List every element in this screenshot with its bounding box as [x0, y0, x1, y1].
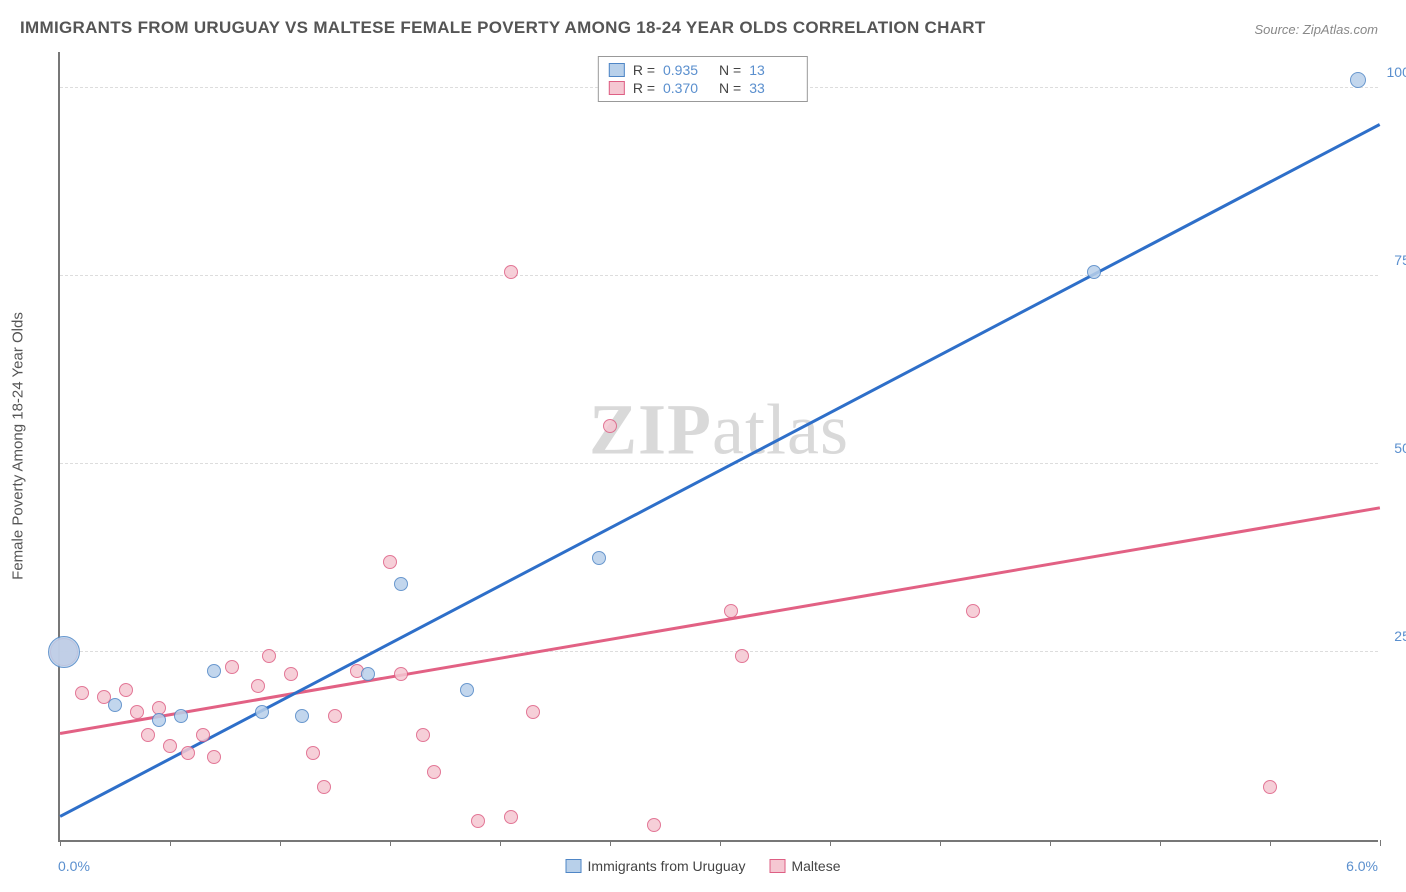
- data-point-maltese: [647, 818, 661, 832]
- plot-area: ZIPatlas 25.0%50.0%75.0%100.0%: [58, 52, 1378, 842]
- source-label: Source: ZipAtlas.com: [1254, 22, 1378, 37]
- y-axis-title: Female Poverty Among 18-24 Year Olds: [10, 312, 27, 580]
- data-point-maltese: [416, 728, 430, 742]
- x-tick: [830, 840, 831, 846]
- data-point-uruguay: [361, 667, 375, 681]
- y-tick-label: 75.0%: [1394, 252, 1406, 268]
- data-point-uruguay: [592, 551, 606, 565]
- data-point-maltese: [603, 419, 617, 433]
- x-axis-min-label: 0.0%: [58, 858, 90, 874]
- data-point-uruguay: [1087, 265, 1101, 279]
- data-point-maltese: [130, 705, 144, 719]
- trend-line: [60, 506, 1380, 734]
- data-point-uruguay: [207, 664, 221, 678]
- data-point-maltese: [119, 683, 133, 697]
- legend-swatch: [769, 859, 785, 873]
- x-tick: [940, 840, 941, 846]
- data-point-maltese: [735, 649, 749, 663]
- data-point-maltese: [526, 705, 540, 719]
- data-point-maltese: [394, 667, 408, 681]
- legend-label: Maltese: [791, 858, 840, 874]
- legend-r-label: R =: [633, 80, 655, 96]
- data-point-maltese: [196, 728, 210, 742]
- legend-swatch: [566, 859, 582, 873]
- watermark-thin: atlas: [712, 390, 849, 470]
- legend-r-value: 0.370: [663, 80, 711, 96]
- legend-swatch: [609, 81, 625, 95]
- x-tick: [280, 840, 281, 846]
- data-point-maltese: [504, 265, 518, 279]
- gridline-h: [60, 651, 1378, 652]
- legend-item-uruguay: Immigrants from Uruguay: [566, 858, 746, 874]
- legend-label: Immigrants from Uruguay: [588, 858, 746, 874]
- legend-correlation: R = 0.935 N = 13 R = 0.370 N = 33: [598, 56, 808, 102]
- data-point-maltese: [317, 780, 331, 794]
- legend-series: Immigrants from Uruguay Maltese: [566, 858, 841, 874]
- y-tick-label: 100.0%: [1387, 64, 1406, 80]
- legend-r-label: R =: [633, 62, 655, 78]
- data-point-maltese: [225, 660, 239, 674]
- data-point-maltese: [471, 814, 485, 828]
- x-axis-max-label: 6.0%: [1346, 858, 1378, 874]
- gridline-h: [60, 275, 1378, 276]
- data-point-uruguay: [460, 683, 474, 697]
- data-point-maltese: [251, 679, 265, 693]
- legend-n-label: N =: [719, 62, 741, 78]
- legend-r-value: 0.935: [663, 62, 711, 78]
- data-point-uruguay: [394, 577, 408, 591]
- y-tick-label: 25.0%: [1394, 628, 1406, 644]
- y-tick-label: 50.0%: [1394, 440, 1406, 456]
- legend-row-uruguay: R = 0.935 N = 13: [609, 61, 797, 79]
- data-point-maltese: [383, 555, 397, 569]
- data-point-maltese: [207, 750, 221, 764]
- watermark: ZIPatlas: [589, 389, 849, 472]
- data-point-maltese: [181, 746, 195, 760]
- legend-n-value: 33: [749, 80, 797, 96]
- x-tick: [390, 840, 391, 846]
- data-point-uruguay: [295, 709, 309, 723]
- data-point-maltese: [163, 739, 177, 753]
- x-tick: [60, 840, 61, 846]
- x-tick: [1050, 840, 1051, 846]
- data-point-maltese: [966, 604, 980, 618]
- chart-container: IMMIGRANTS FROM URUGUAY VS MALTESE FEMAL…: [0, 0, 1406, 892]
- data-point-maltese: [75, 686, 89, 700]
- data-point-uruguay: [174, 709, 188, 723]
- data-point-maltese: [284, 667, 298, 681]
- legend-swatch: [609, 63, 625, 77]
- x-tick: [170, 840, 171, 846]
- x-tick: [500, 840, 501, 846]
- data-point-maltese: [328, 709, 342, 723]
- data-point-maltese: [141, 728, 155, 742]
- data-point-uruguay: [1350, 72, 1366, 88]
- data-point-uruguay: [108, 698, 122, 712]
- data-point-maltese: [1263, 780, 1277, 794]
- data-point-maltese: [504, 810, 518, 824]
- data-point-uruguay: [152, 713, 166, 727]
- legend-n-value: 13: [749, 62, 797, 78]
- x-tick: [1380, 840, 1381, 846]
- x-tick: [610, 840, 611, 846]
- legend-item-maltese: Maltese: [769, 858, 840, 874]
- data-point-maltese: [306, 746, 320, 760]
- x-tick: [1160, 840, 1161, 846]
- x-tick: [720, 840, 721, 846]
- gridline-h: [60, 463, 1378, 464]
- legend-n-label: N =: [719, 80, 741, 96]
- legend-row-maltese: R = 0.370 N = 33: [609, 79, 797, 97]
- data-point-maltese: [427, 765, 441, 779]
- data-point-maltese: [262, 649, 276, 663]
- x-tick: [1270, 840, 1271, 846]
- data-point-uruguay: [255, 705, 269, 719]
- chart-title: IMMIGRANTS FROM URUGUAY VS MALTESE FEMAL…: [20, 18, 986, 38]
- data-point-maltese: [724, 604, 738, 618]
- data-point-uruguay: [48, 636, 80, 668]
